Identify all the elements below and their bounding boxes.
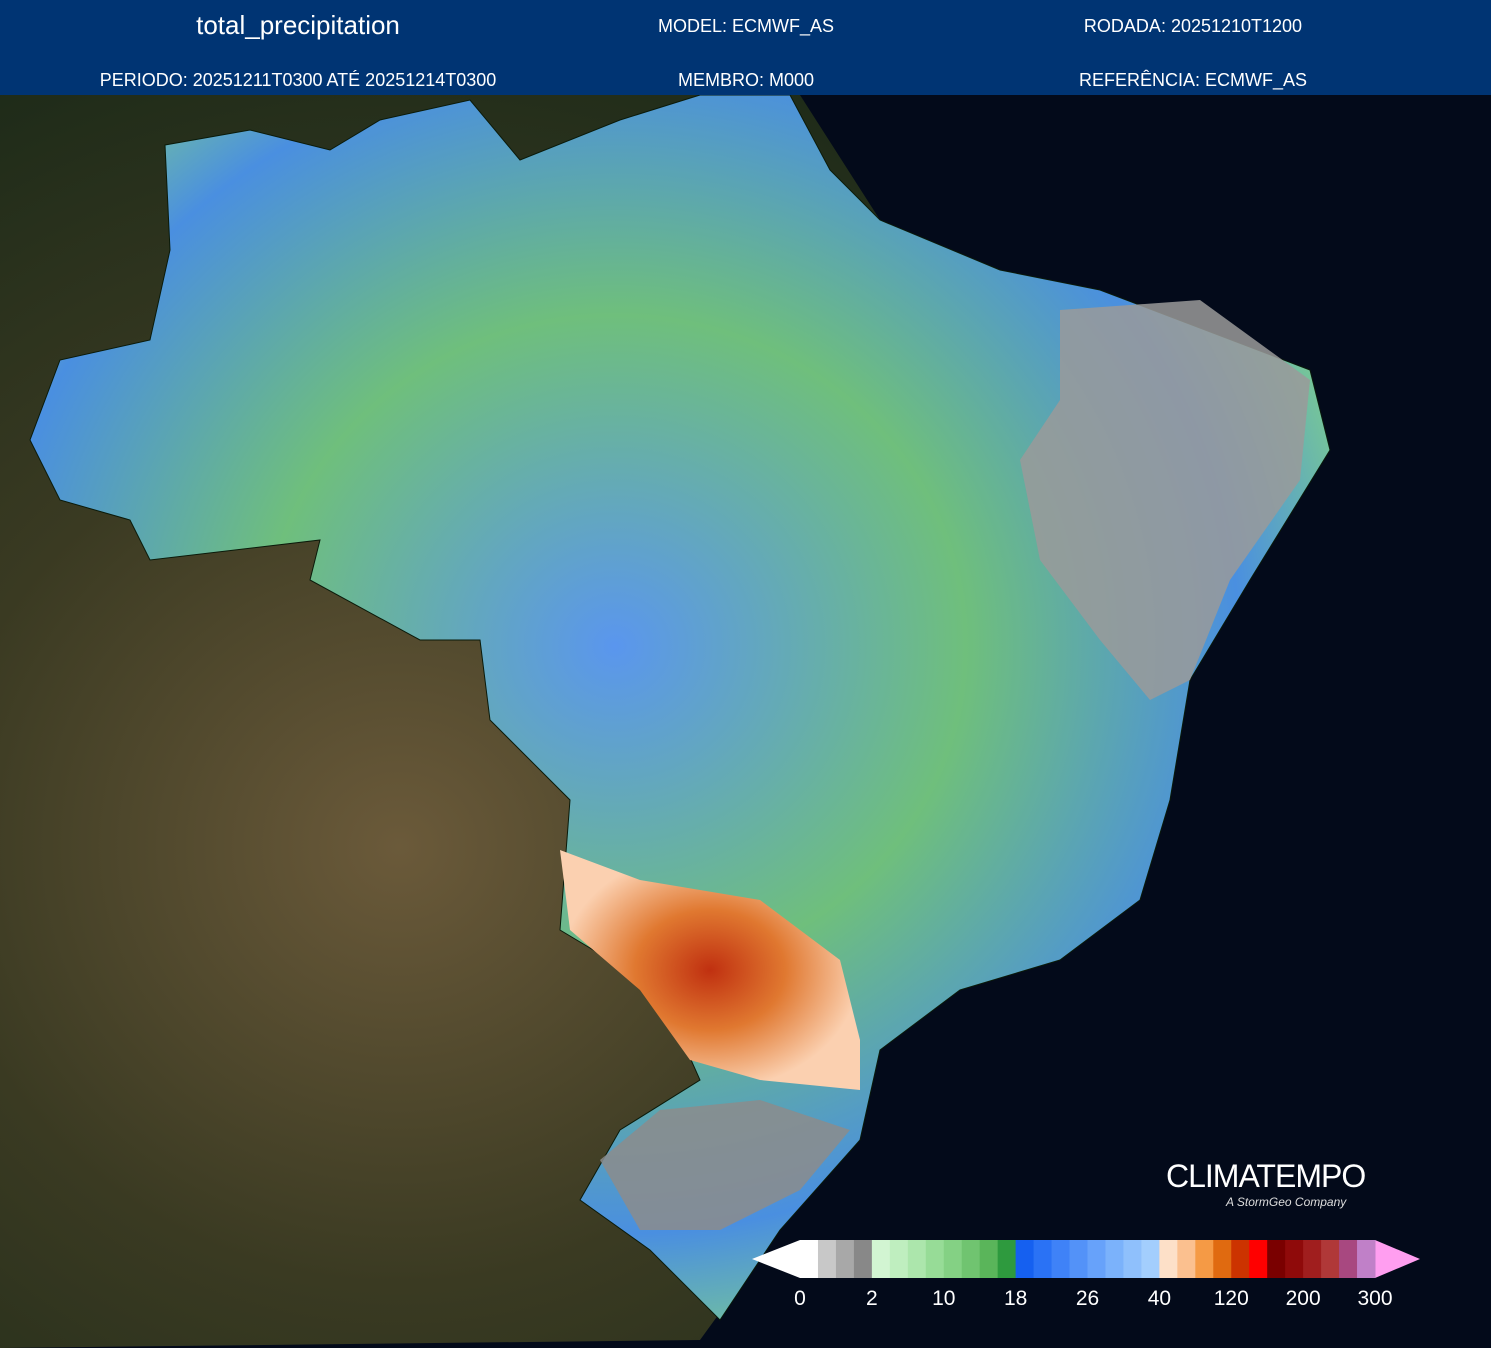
logo: CLIMATEMPO [1166,1158,1366,1194]
colorbar-segment [817,1240,837,1278]
colorbar-segment [1087,1240,1106,1278]
colorbar-tick-label: 200 [1286,1287,1321,1310]
colorbar-segment [1123,1240,1142,1278]
colorbar-segment [1015,1240,1035,1278]
colorbar-segment [1213,1240,1232,1278]
colorbar-segment [889,1240,909,1278]
colorbar-tick-label: 40 [1148,1287,1171,1310]
colorbar-segment [1267,1240,1286,1278]
colorbar-segment [1357,1240,1376,1278]
colorbar-segment [1177,1240,1196,1278]
header: total_precipitation MODEL: ECMWF_AS RODA… [0,0,1491,95]
referencia: REFERÊNCIA: ECMWF_AS [1078,70,1308,90]
colorbar-segment [853,1240,873,1278]
colorbar-tick-label: 18 [1004,1287,1027,1310]
colorbar-segment [1141,1240,1160,1278]
colorbar-tick-label: 120 [1214,1287,1249,1310]
colorbar-over [1375,1240,1420,1278]
colorbar-segment [1339,1240,1358,1278]
colorbar-segment [1285,1240,1304,1278]
rodada: RODADA: 20251210T1200 [1083,16,1303,36]
colorbar-segment [1051,1240,1071,1278]
membro: MEMBRO: M000 [677,70,815,90]
colorbar-segment [1303,1240,1322,1278]
colorbar-segment [800,1240,819,1278]
dry-area [1020,300,1310,700]
colorbar-segment [1249,1240,1268,1278]
colorbar-tick-label: 10 [932,1287,955,1310]
colorbar-segment [835,1240,855,1278]
title: total_precipitation [196,10,400,40]
colorbar-tick-label: 300 [1357,1287,1392,1310]
heavy-rain-area [560,850,860,1090]
colorbar-tick-label: 26 [1076,1287,1099,1310]
colorbar-segment [1033,1240,1053,1278]
colorbar-segment [961,1240,981,1278]
dry-area-south [600,1100,850,1230]
colorbar-segment [1159,1240,1178,1278]
colorbar-tick-label: 0 [794,1287,806,1310]
colorbar-tick-label: 2 [866,1287,878,1310]
colorbar-segment [907,1240,927,1278]
colorbar-under [752,1240,800,1278]
colorbar-segment [997,1240,1017,1278]
model: MODEL: ECMWF_AS [657,16,835,36]
colorbar-segment [925,1240,945,1278]
periodo: PERIODO: 20251211T0300 ATÉ 20251214T0300 [99,70,497,90]
colorbar-segment [943,1240,963,1278]
precip-area [29,94,1331,1321]
colorbar-segment [1231,1240,1250,1278]
logo-tagline: A StormGeo Company [1226,1195,1347,1209]
colorbar-segment [1195,1240,1214,1278]
colorbar-segment [871,1240,891,1278]
colorbar-segment [1069,1240,1088,1278]
colorbar-segment [1105,1240,1124,1278]
colorbar-segment [1321,1240,1340,1278]
colorbar-segment [979,1240,999,1278]
